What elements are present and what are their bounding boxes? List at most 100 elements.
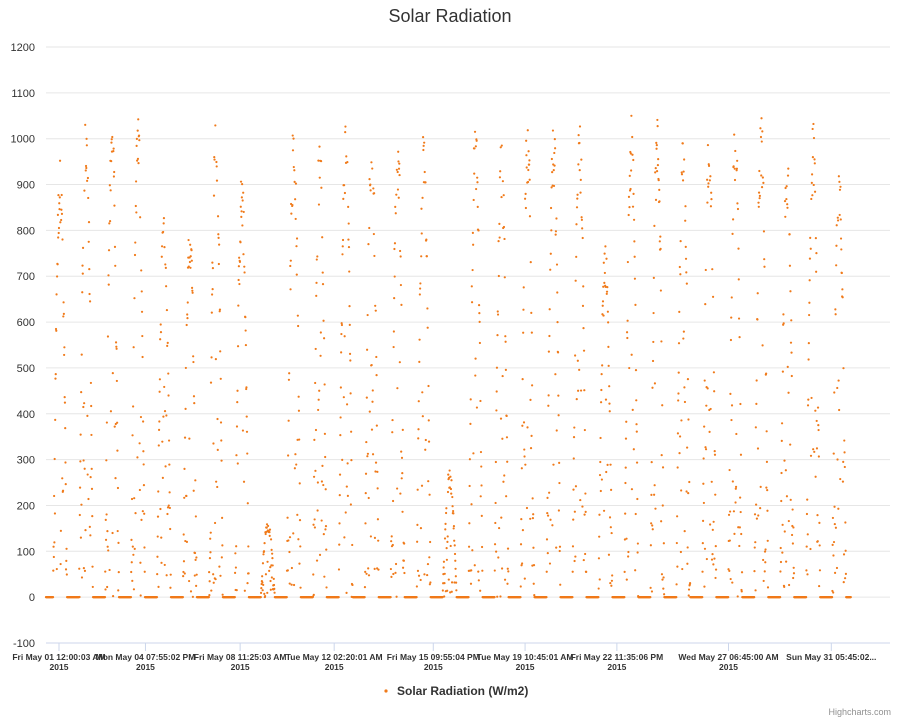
data-point (713, 557, 716, 560)
data-point (139, 561, 142, 564)
data-point (213, 155, 216, 159)
data-point (142, 450, 145, 453)
data-point (237, 304, 240, 307)
data-point (602, 314, 605, 317)
legend-label[interactable]: Solar Radiation (W/m2) (397, 684, 528, 698)
data-point (299, 545, 302, 548)
data-point (789, 443, 792, 446)
data-point (161, 440, 164, 443)
data-point (505, 414, 508, 418)
data-point (661, 466, 665, 469)
data-point (364, 472, 368, 475)
data-point (759, 135, 763, 139)
data-point (580, 158, 583, 161)
data-point (547, 404, 550, 407)
data-point (242, 210, 245, 214)
data-point (427, 480, 430, 483)
data-point (604, 285, 607, 288)
data-point (533, 593, 536, 597)
data-point (839, 477, 842, 481)
data-point (452, 525, 456, 528)
data-point (185, 540, 189, 543)
data-point (107, 249, 111, 252)
data-point (833, 391, 836, 394)
data-point (210, 356, 213, 359)
data-point (545, 538, 549, 541)
data-point (166, 341, 169, 344)
data-point (495, 550, 498, 553)
data-point (810, 396, 813, 400)
data-point (371, 400, 374, 403)
data-point (87, 221, 91, 224)
data-point (559, 583, 562, 586)
x-tick-label-year: 2015 (325, 662, 344, 672)
data-point (343, 191, 347, 195)
data-point (233, 571, 237, 575)
data-point (261, 589, 264, 592)
legend[interactable]: Solar Radiation (W/m2) (384, 684, 528, 698)
data-point (261, 575, 264, 578)
data-point (678, 265, 681, 269)
data-point (809, 236, 812, 239)
data-point (349, 392, 352, 395)
data-point (157, 585, 160, 588)
data-point (91, 515, 94, 518)
data-point (62, 312, 65, 315)
data-point (480, 465, 483, 468)
data-point (806, 404, 810, 407)
data-point (290, 212, 293, 215)
data-point (626, 260, 629, 264)
credits[interactable]: Highcharts.com (828, 707, 891, 717)
data-point (194, 558, 197, 561)
data-point (345, 591, 348, 595)
data-point (472, 243, 475, 246)
data-point (555, 546, 558, 549)
data-point (756, 447, 760, 450)
data-point (582, 285, 585, 288)
data-point (506, 460, 509, 463)
data-point (623, 570, 626, 573)
data-point (790, 351, 793, 354)
data-point (286, 569, 289, 572)
data-point (262, 550, 266, 553)
data-point (817, 428, 820, 432)
data-point (424, 181, 427, 184)
data-point (575, 206, 579, 209)
data-point (783, 585, 786, 589)
data-point (246, 452, 249, 455)
data-point (739, 453, 743, 456)
data-point (605, 290, 609, 293)
data-point (401, 472, 404, 475)
data-point (493, 543, 497, 546)
data-point (842, 460, 845, 463)
data-point (422, 148, 425, 152)
data-point (779, 560, 783, 564)
data-point (833, 571, 837, 574)
data-point (520, 518, 523, 521)
data-point (81, 246, 85, 249)
data-point (818, 569, 822, 572)
data-point (371, 167, 374, 170)
data-point (181, 596, 184, 599)
data-point (806, 533, 809, 536)
data-point (235, 454, 238, 457)
data-point (156, 535, 159, 538)
data-point (626, 336, 629, 340)
data-point (394, 562, 398, 566)
data-point (654, 507, 657, 510)
data-point (84, 164, 88, 168)
data-point (237, 265, 240, 268)
data-point (676, 565, 679, 568)
data-point (314, 381, 317, 385)
data-point (235, 589, 238, 592)
data-point (141, 355, 144, 359)
data-point (652, 311, 655, 315)
data-point (834, 308, 837, 311)
data-point (113, 170, 116, 174)
data-point (455, 589, 458, 592)
data-point (182, 560, 186, 563)
data-point (732, 218, 735, 221)
data-point (585, 570, 588, 573)
data-point (684, 219, 687, 222)
data-point (186, 301, 189, 304)
